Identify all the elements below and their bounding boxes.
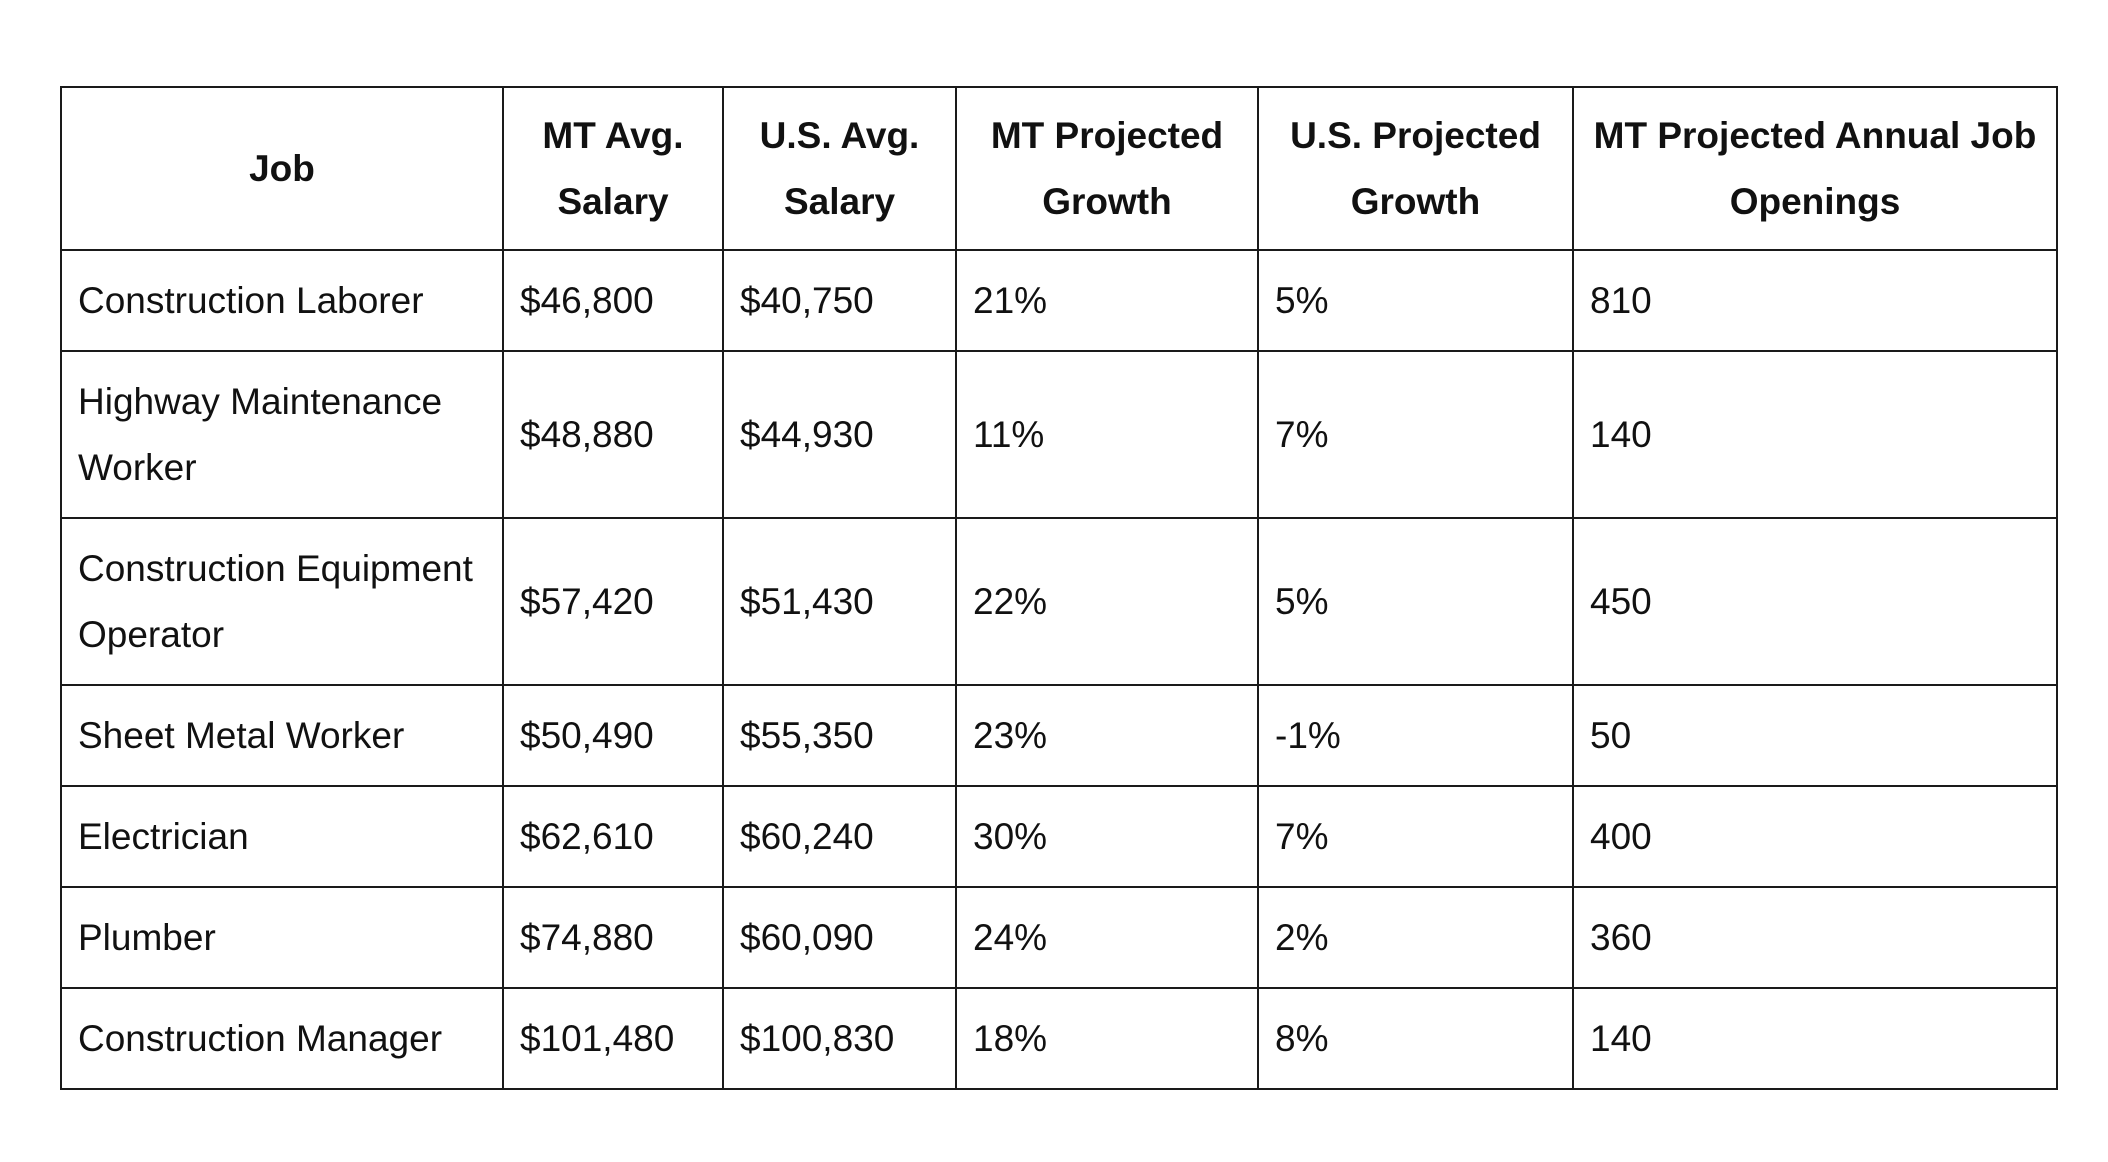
cell-us-salary: $60,090 xyxy=(722,886,957,989)
table-row: Electrician $62,610 $60,240 30% 7% 400 xyxy=(60,785,2058,888)
cell-mt-openings: 140 xyxy=(1572,350,2058,519)
cell-us-salary: $51,430 xyxy=(722,517,957,686)
table-row: Construction Laborer $46,800 $40,750 21%… xyxy=(60,249,2058,352)
header-job: Job xyxy=(60,86,504,251)
cell-mt-openings: 400 xyxy=(1572,785,2058,888)
cell-job: Electrician xyxy=(60,785,504,888)
cell-mt-growth: 11% xyxy=(955,350,1259,519)
cell-job: Construction Equipment Operator xyxy=(60,517,504,686)
cell-us-growth: -1% xyxy=(1257,684,1574,787)
cell-mt-growth: 18% xyxy=(955,987,1259,1090)
cell-mt-salary: $48,880 xyxy=(502,350,724,519)
cell-us-salary: $60,240 xyxy=(722,785,957,888)
cell-mt-salary: $62,610 xyxy=(502,785,724,888)
cell-mt-growth: 21% xyxy=(955,249,1259,352)
cell-job: Construction Laborer xyxy=(60,249,504,352)
cell-job: Highway Maintenance Worker xyxy=(60,350,504,519)
cell-us-growth: 7% xyxy=(1257,350,1574,519)
cell-mt-growth: 22% xyxy=(955,517,1259,686)
cell-job: Construction Manager xyxy=(60,987,504,1090)
salary-table-container: Job MT Avg. Salary U.S. Avg. Salary MT P… xyxy=(60,86,2058,1090)
header-mt-avg-salary: MT Avg. Salary xyxy=(502,86,724,251)
cell-us-growth: 8% xyxy=(1257,987,1574,1090)
cell-mt-openings: 810 xyxy=(1572,249,2058,352)
cell-us-salary: $100,830 xyxy=(722,987,957,1090)
cell-job: Sheet Metal Worker xyxy=(60,684,504,787)
cell-mt-growth: 24% xyxy=(955,886,1259,989)
header-us-projected-growth: U.S. Projected Growth xyxy=(1257,86,1574,251)
header-mt-annual-openings: MT Projected Annual Job Openings xyxy=(1572,86,2058,251)
header-us-avg-salary: U.S. Avg. Salary xyxy=(722,86,957,251)
job-salary-table: Job MT Avg. Salary U.S. Avg. Salary MT P… xyxy=(60,86,2058,1090)
cell-mt-openings: 50 xyxy=(1572,684,2058,787)
cell-us-growth: 2% xyxy=(1257,886,1574,989)
table-row: Plumber $74,880 $60,090 24% 2% 360 xyxy=(60,886,2058,989)
table-row: Highway Maintenance Worker $48,880 $44,9… xyxy=(60,350,2058,519)
cell-mt-salary: $46,800 xyxy=(502,249,724,352)
cell-mt-openings: 360 xyxy=(1572,886,2058,989)
cell-mt-salary: $74,880 xyxy=(502,886,724,989)
table-row: Construction Equipment Operator $57,420 … xyxy=(60,517,2058,686)
cell-mt-salary: $101,480 xyxy=(502,987,724,1090)
cell-mt-openings: 450 xyxy=(1572,517,2058,686)
cell-us-salary: $55,350 xyxy=(722,684,957,787)
cell-mt-salary: $57,420 xyxy=(502,517,724,686)
cell-us-growth: 5% xyxy=(1257,249,1574,352)
table-row: Construction Manager $101,480 $100,830 1… xyxy=(60,987,2058,1090)
cell-us-salary: $44,930 xyxy=(722,350,957,519)
cell-mt-growth: 23% xyxy=(955,684,1259,787)
cell-mt-growth: 30% xyxy=(955,785,1259,888)
cell-job: Plumber xyxy=(60,886,504,989)
cell-us-growth: 5% xyxy=(1257,517,1574,686)
cell-mt-salary: $50,490 xyxy=(502,684,724,787)
cell-mt-openings: 140 xyxy=(1572,987,2058,1090)
cell-us-growth: 7% xyxy=(1257,785,1574,888)
table-row: Sheet Metal Worker $50,490 $55,350 23% -… xyxy=(60,684,2058,787)
header-mt-projected-growth: MT Projected Growth xyxy=(955,86,1259,251)
table-header-row: Job MT Avg. Salary U.S. Avg. Salary MT P… xyxy=(60,86,2058,251)
cell-us-salary: $40,750 xyxy=(722,249,957,352)
